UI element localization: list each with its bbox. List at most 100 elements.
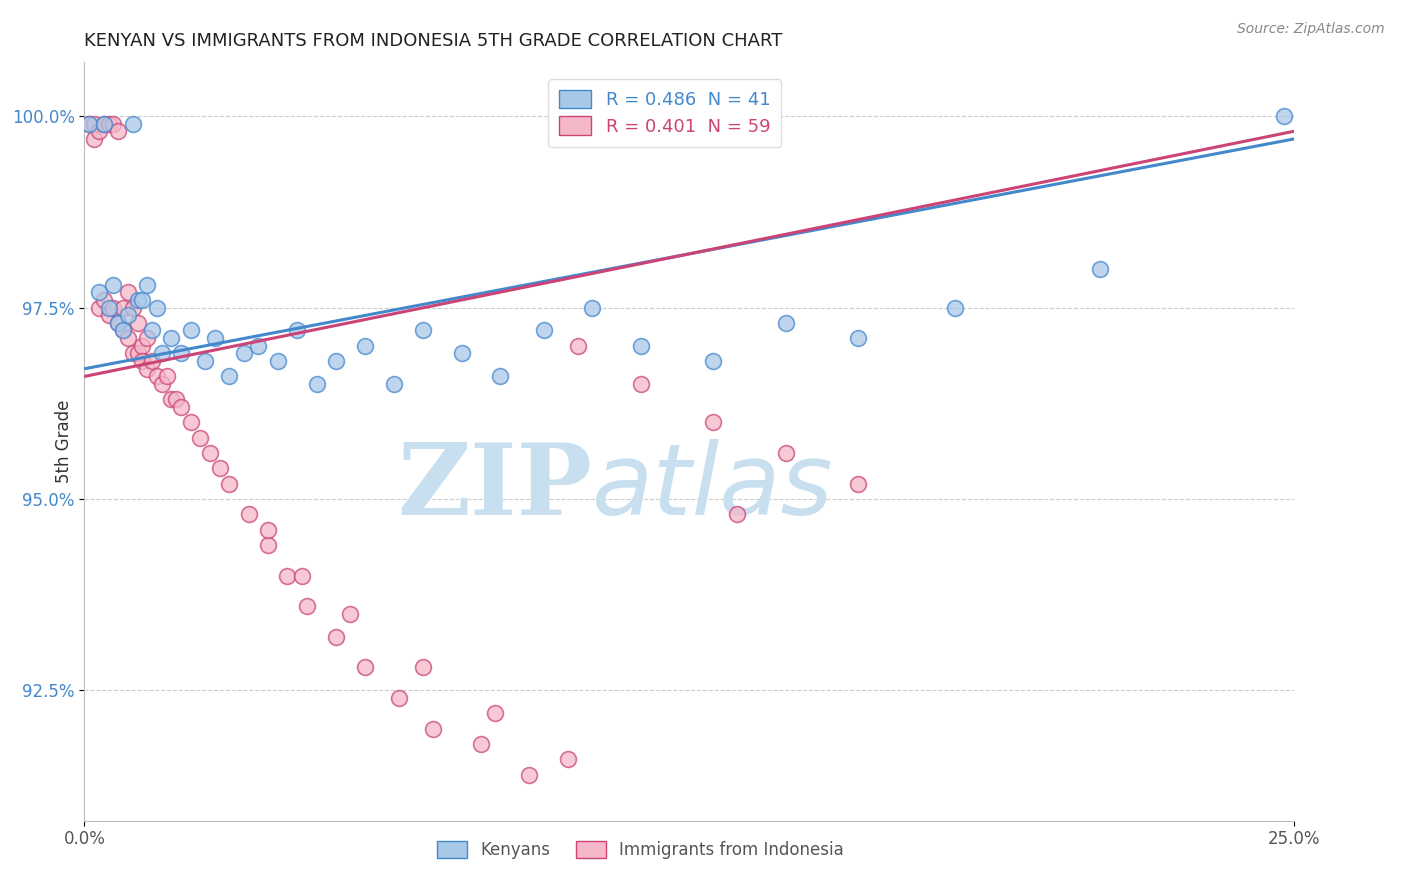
Point (846, 331, 869, 345)
Point (127, 293, 149, 307)
Point (285, 324, 308, 338)
Point (267, 354, 290, 368)
Point (775, 316, 797, 330)
Point (107, 316, 129, 330)
Point (218, 476, 240, 491)
Point (121, 117, 143, 131)
Point (775, 446, 797, 460)
Point (87, 301, 110, 315)
Point (233, 346, 256, 360)
Point (87, 285, 110, 300)
Point (165, 392, 187, 407)
Text: Source: ZipAtlas.com: Source: ZipAtlas.com (1237, 22, 1385, 37)
Point (136, 277, 159, 292)
Point (127, 346, 149, 360)
Point (117, 308, 139, 322)
Point (630, 377, 652, 392)
Point (107, 124, 129, 138)
Point (77, 117, 100, 131)
Point (382, 377, 405, 392)
Point (257, 523, 280, 537)
Point (131, 354, 153, 368)
Point (121, 301, 143, 315)
Point (155, 369, 177, 384)
Point (567, 339, 589, 353)
Point (194, 354, 217, 368)
Point (136, 361, 159, 376)
Point (354, 339, 377, 353)
Point (150, 377, 173, 392)
Point (581, 301, 603, 315)
Point (484, 706, 506, 721)
Point (388, 691, 411, 706)
Point (276, 568, 298, 582)
Point (107, 316, 129, 330)
Point (121, 346, 143, 360)
Point (83, 132, 105, 146)
Point (131, 293, 153, 307)
Y-axis label: 5th Grade: 5th Grade (55, 400, 73, 483)
Point (117, 285, 139, 300)
Point (112, 324, 135, 338)
Legend: Kenyans, Immigrants from Indonesia: Kenyans, Immigrants from Indonesia (430, 834, 851, 865)
Point (1088, 262, 1111, 277)
Point (146, 369, 169, 384)
Point (533, 324, 555, 338)
Point (112, 324, 135, 338)
Point (470, 737, 492, 751)
Point (489, 369, 512, 384)
Point (291, 568, 314, 582)
Point (160, 392, 183, 407)
Point (354, 660, 377, 674)
Point (93, 117, 115, 131)
Point (103, 301, 125, 315)
Point (517, 767, 540, 781)
Point (325, 354, 347, 368)
Text: ZIP: ZIP (398, 439, 592, 535)
Point (257, 538, 280, 552)
Point (112, 301, 135, 315)
Point (339, 607, 361, 621)
Point (87, 124, 110, 138)
Point (83, 117, 105, 131)
Point (150, 346, 173, 360)
Point (943, 301, 966, 315)
Point (295, 599, 318, 614)
Point (204, 331, 226, 345)
Point (180, 324, 202, 338)
Point (630, 339, 652, 353)
Point (127, 316, 149, 330)
Point (117, 331, 139, 345)
Point (450, 346, 472, 360)
Point (198, 446, 221, 460)
Point (97, 308, 120, 322)
Point (103, 117, 125, 131)
Point (305, 377, 328, 392)
Point (1272, 109, 1295, 123)
Point (103, 277, 125, 292)
Point (238, 508, 260, 522)
Point (97, 117, 120, 131)
Point (97, 301, 120, 315)
Text: atlas: atlas (592, 439, 834, 535)
Point (725, 508, 748, 522)
Point (77, 117, 100, 131)
Point (146, 301, 169, 315)
Point (93, 117, 115, 131)
Point (170, 400, 193, 414)
Point (131, 339, 153, 353)
Point (160, 331, 183, 345)
Point (208, 461, 231, 475)
Point (325, 630, 347, 644)
Point (93, 293, 115, 307)
Point (170, 346, 193, 360)
Point (136, 331, 159, 345)
Point (190, 431, 212, 445)
Point (180, 416, 202, 430)
Point (218, 369, 240, 384)
Point (557, 752, 579, 766)
Point (247, 339, 270, 353)
Point (422, 722, 444, 736)
Point (412, 660, 434, 674)
Point (141, 354, 163, 368)
